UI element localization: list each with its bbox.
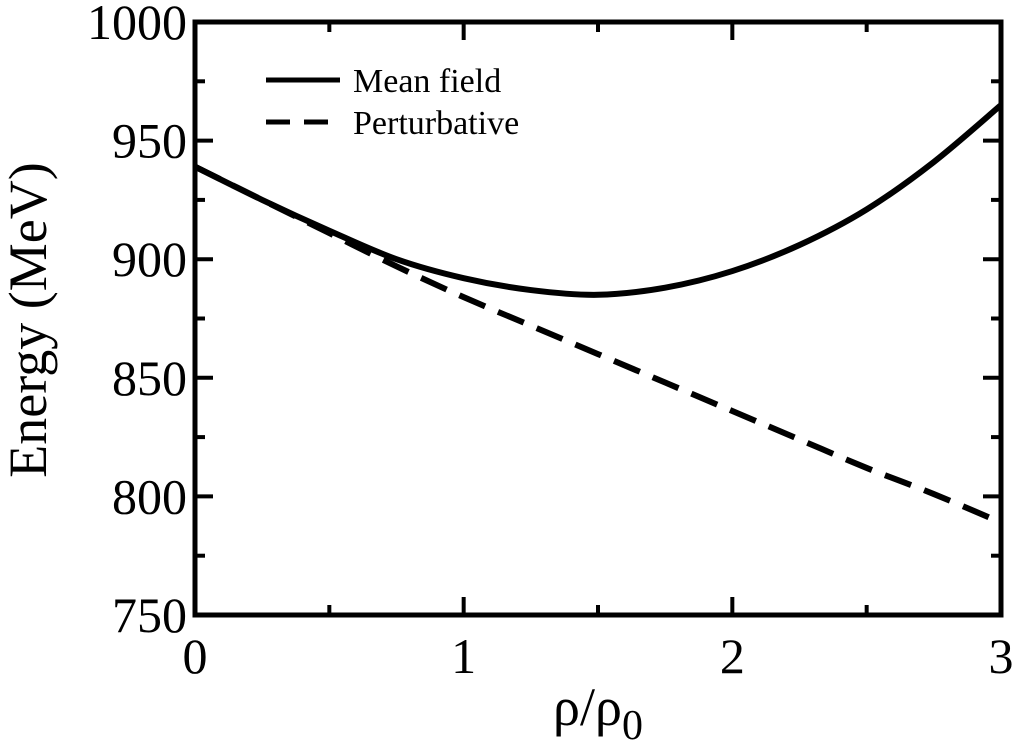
x-tick-label: 1 [451,628,476,684]
legend-label-mean-field: Mean field [353,63,501,100]
x-tick-label: 2 [720,628,745,684]
axis-ticks [193,20,1003,617]
legend: Mean field Perturbative [266,63,519,142]
plot-frame [192,19,1004,618]
y-tick-label: 800 [112,468,187,524]
y-tick-label: 950 [112,113,187,169]
chart-marks [193,102,1003,526]
y-tick-label: 1000 [87,0,187,50]
x-tick-label: 0 [183,628,208,684]
y-tick-label: 900 [112,231,187,287]
legend-label-perturbative: Perturbative [353,105,519,142]
tick-labels: 0 1 2 3 750 800 850 900 950 1000 [87,0,1014,684]
x-axis-label-main: ρ/ρ [553,677,622,737]
series-line-mean-field [193,102,1003,298]
y-axis-label: Energy (MeV) [0,162,58,477]
x-tick-label: 3 [989,628,1014,684]
series-line-perturbative [193,164,1003,526]
x-axis-label-subscript: 0 [622,703,643,749]
x-axis-label: ρ/ρ0 [553,677,643,749]
y-tick-label: 750 [112,587,187,643]
y-tick-label: 850 [112,350,187,406]
